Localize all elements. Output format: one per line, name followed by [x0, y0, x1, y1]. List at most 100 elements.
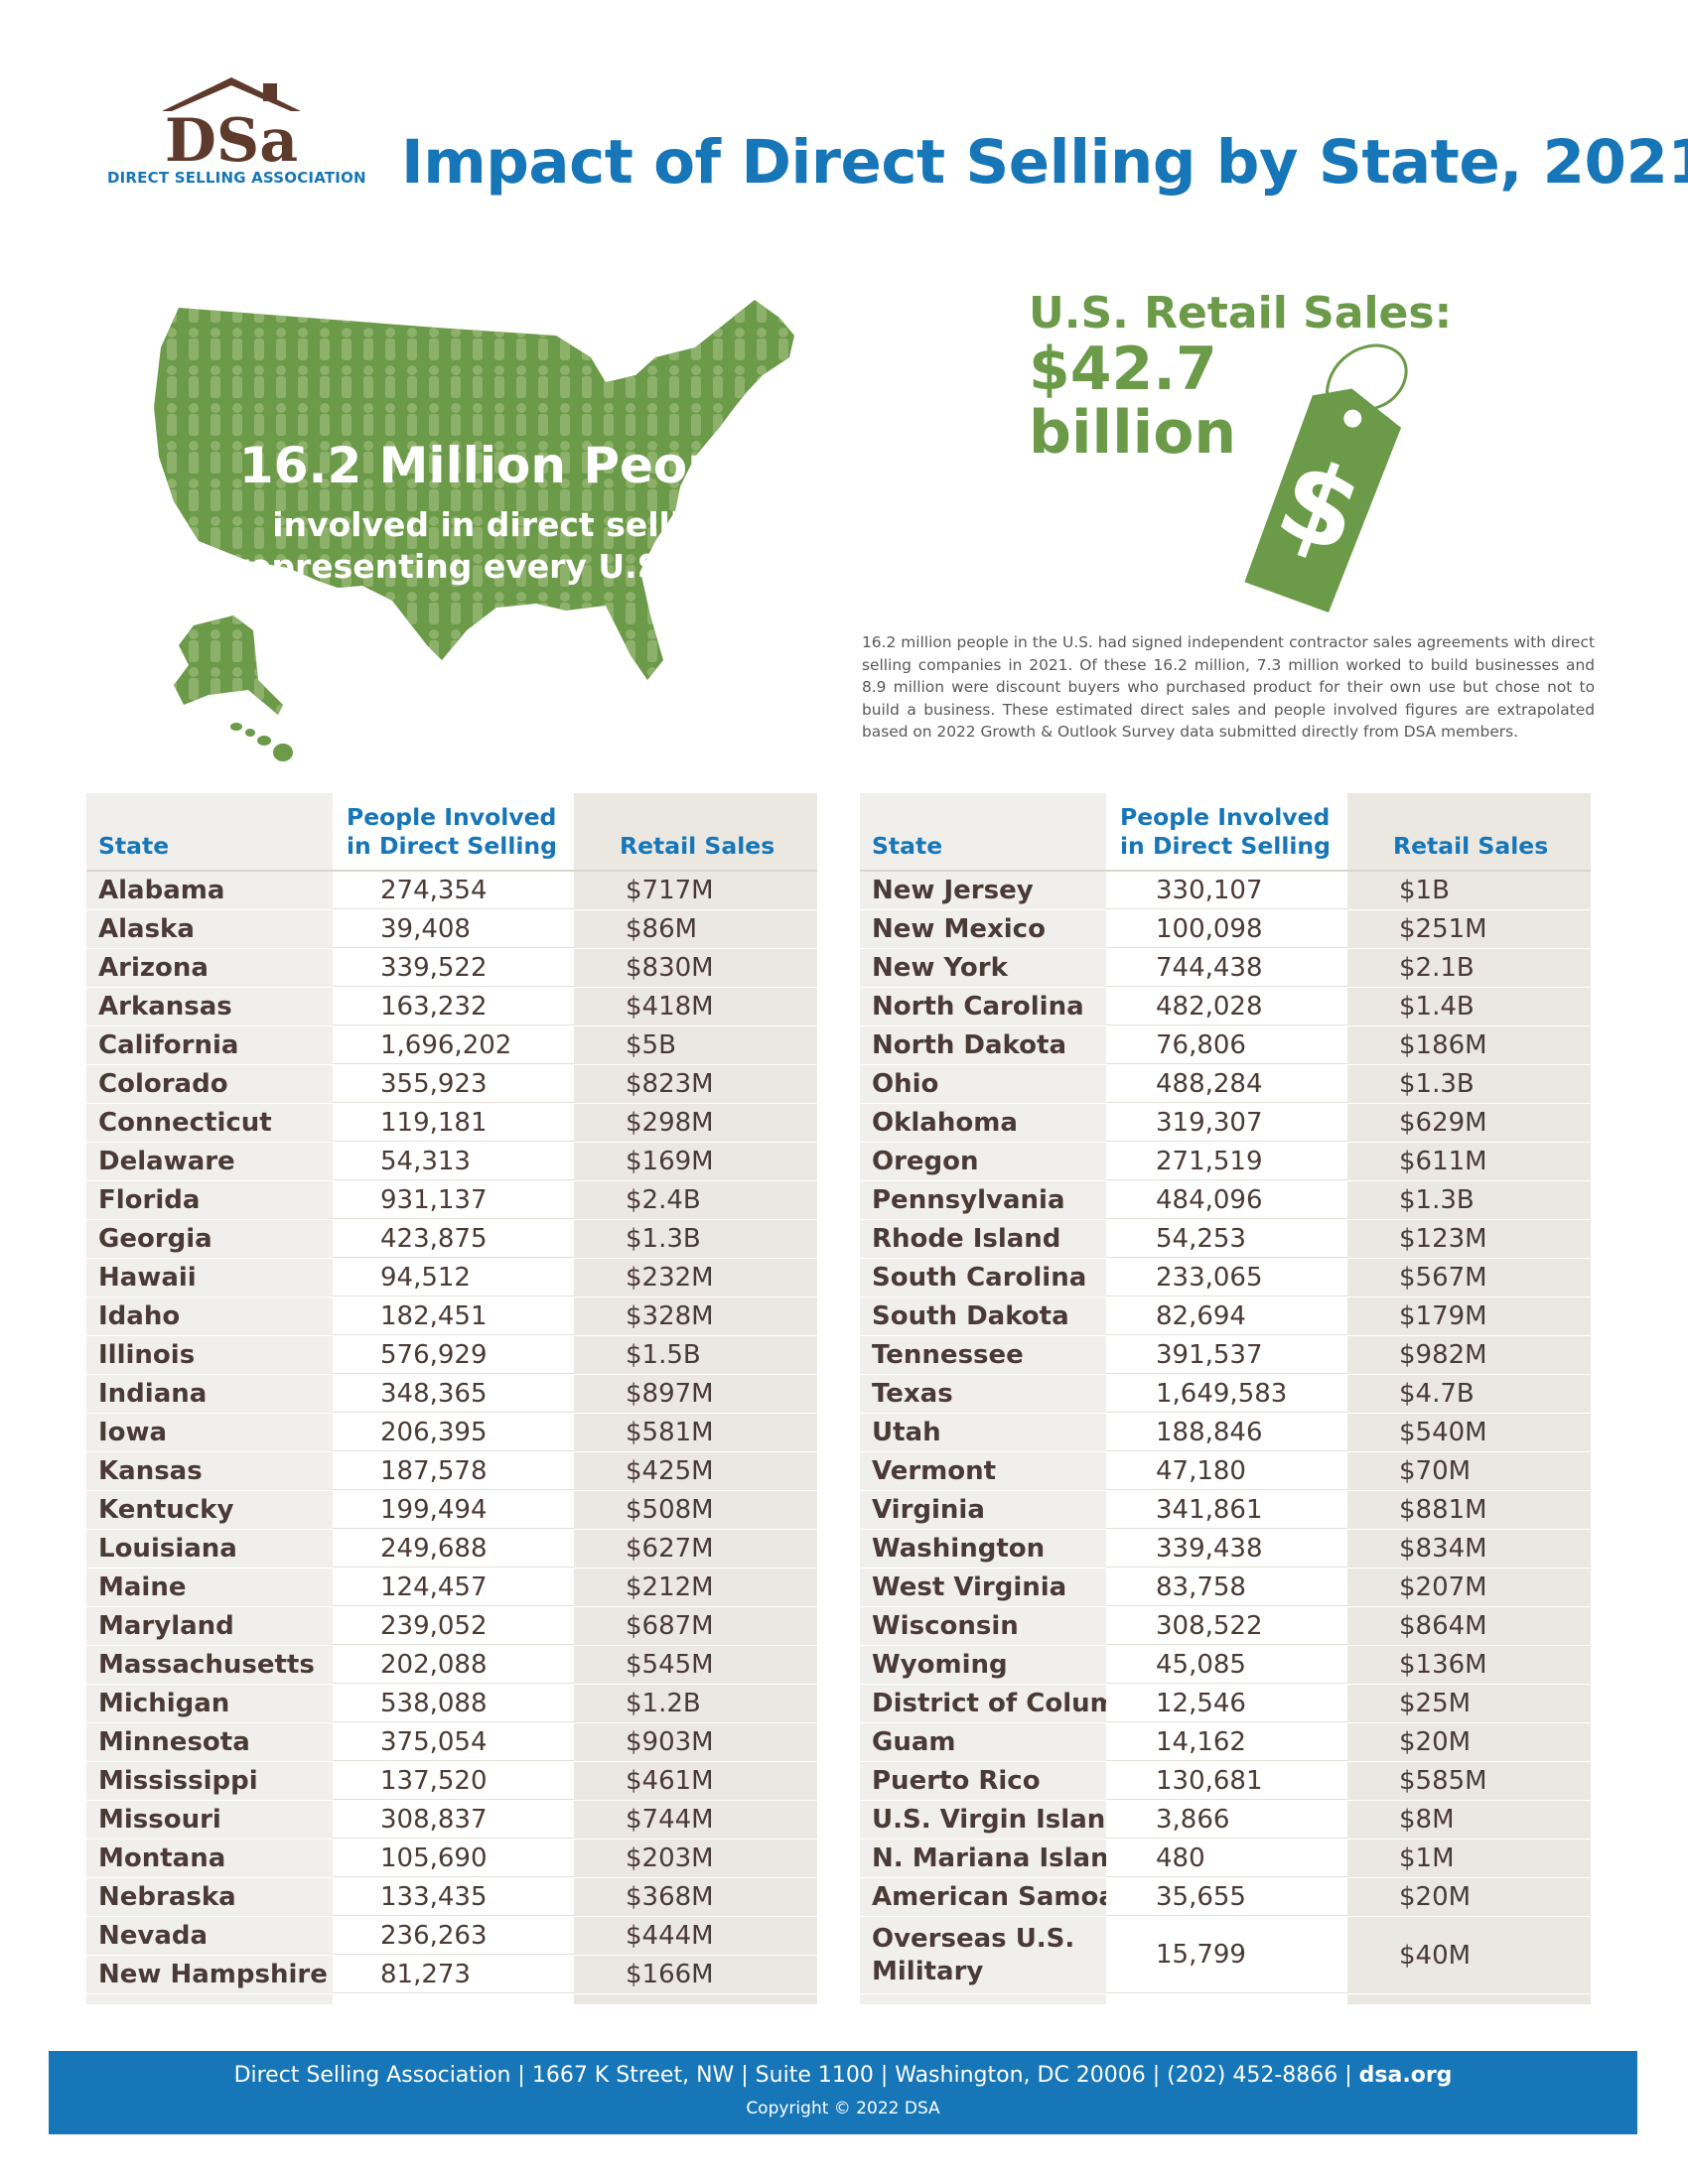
people-cell: 319,307 [1106, 1104, 1347, 1142]
people-cell: 188,846 [1106, 1414, 1347, 1451]
people-cell: 81,273 [333, 1956, 574, 1993]
sales-cell: $86M [574, 910, 817, 948]
footer-website-link[interactable]: dsa.org [1358, 2063, 1453, 2088]
sales-cell: $2.4B [574, 1181, 817, 1219]
state-cell: Oklahoma [860, 1104, 1106, 1142]
state-cell: North Dakota [860, 1026, 1106, 1064]
state-cell: Minnesota [86, 1723, 333, 1761]
people-cell: 83,758 [1106, 1569, 1347, 1606]
sales-cell: $1B [1347, 872, 1591, 909]
table-row: Hawaii 94,512 $232M [86, 1259, 817, 1297]
sales-cell: $717M [574, 872, 817, 909]
state-cell: Connecticut [86, 1104, 333, 1142]
state-cell: Missouri [86, 1801, 333, 1839]
table-row: Alabama 274,354 $717M [86, 872, 817, 910]
sales-cell: $444M [574, 1917, 817, 1955]
people-cell: 15,799 [1106, 1917, 1347, 1993]
table-row: Connecticut 119,181 $298M [86, 1104, 817, 1143]
table-row: Wyoming 45,085 $136M [860, 1646, 1591, 1685]
state-cell: Ohio [860, 1065, 1106, 1103]
sales-cell: $20M [1347, 1878, 1591, 1916]
people-cell: 480 [1106, 1840, 1347, 1877]
table-row: Colorado 355,923 $823M [86, 1065, 817, 1104]
state-cell: North Carolina [860, 988, 1106, 1025]
table-body: Alabama 274,354 $717M Alaska 39,408 $86M Arizo… [86, 872, 817, 1994]
table-row: New Hampshire 81,273 $166M [86, 1956, 817, 1994]
table-row: New York 744,438 $2.1B [860, 949, 1591, 988]
people-cell: 236,263 [333, 1917, 574, 1955]
people-cell: 187,578 [333, 1452, 574, 1490]
people-cell: 538,088 [333, 1685, 574, 1722]
sales-cell: $1.4B [1347, 988, 1591, 1025]
org-name: DIRECT SELLING ASSOCIATION [107, 169, 366, 187]
people-cell: 82,694 [1106, 1297, 1347, 1335]
table-row: Kentucky 199,494 $508M [86, 1491, 817, 1530]
table-row: Idaho 182,451 $328M [86, 1297, 817, 1336]
state-table-right: State People Involved in Direct Selling … [860, 793, 1591, 2004]
state-cell: Wyoming [860, 1646, 1106, 1684]
state-cell: Hawaii [86, 1259, 333, 1297]
state-cell: Iowa [86, 1414, 333, 1451]
sales-cell: $136M [1347, 1646, 1591, 1684]
table-row: Pennsylvania 484,096 $1.3B [860, 1181, 1591, 1220]
retail-sales-value: $42.7 billion [1029, 335, 1237, 468]
table-row: Oregon 271,519 $611M [860, 1143, 1591, 1181]
people-cell: 199,494 [333, 1491, 574, 1529]
people-cell: 308,522 [1106, 1607, 1347, 1645]
state-cell: Indiana [86, 1375, 333, 1413]
table-row: American Samoa 35,655 $20M [860, 1878, 1591, 1917]
table-row: Puerto Rico 130,681 $585M [860, 1762, 1591, 1801]
state-cell: California [86, 1026, 333, 1064]
people-cell: 488,284 [1106, 1065, 1347, 1103]
table-row: Alaska 39,408 $86M [86, 910, 817, 949]
sales-cell: $540M [1347, 1414, 1591, 1451]
people-cell: 35,655 [1106, 1878, 1347, 1916]
sales-cell: $368M [574, 1878, 817, 1916]
sales-cell: $897M [574, 1375, 817, 1413]
table-row: Vermont 47,180 $70M [860, 1452, 1591, 1491]
table-row: Montana 105,690 $203M [86, 1840, 817, 1878]
state-cell: Nevada [86, 1917, 333, 1955]
state-cell: Guam [860, 1723, 1106, 1761]
state-table-left: State People Involved in Direct Selling … [86, 793, 817, 2004]
state-cell: Montana [86, 1840, 333, 1877]
state-cell: Kansas [86, 1452, 333, 1490]
sales-cell: $212M [574, 1569, 817, 1606]
table-row: New Jersey 330,107 $1B [860, 872, 1591, 910]
people-cell: 130,681 [1106, 1762, 1347, 1800]
contiguous-us-shape [154, 300, 794, 680]
state-cell: New Jersey [860, 872, 1106, 909]
table-row: Wisconsin 308,522 $864M [860, 1607, 1591, 1646]
table-row: Florida 931,137 $2.4B [86, 1181, 817, 1220]
people-cell: 54,313 [333, 1143, 574, 1180]
sales-cell: $823M [574, 1065, 817, 1103]
people-headline: 16.2 Million People [238, 437, 774, 494]
table-row: Nebraska 133,435 $368M [86, 1878, 817, 1917]
people-cell: 484,096 [1106, 1181, 1347, 1219]
sales-cell: $40M [1347, 1917, 1591, 1993]
sales-cell: $581M [574, 1414, 817, 1451]
sales-cell: $25M [1347, 1685, 1591, 1722]
sales-cell: $611M [1347, 1143, 1591, 1180]
people-cell: 12,546 [1106, 1685, 1347, 1722]
people-cell: 375,054 [333, 1723, 574, 1761]
footer-copyright: Copyright © 2022 DSA [746, 2099, 940, 2118]
state-cell: Mississippi [86, 1762, 333, 1800]
people-cell: 182,451 [333, 1297, 574, 1335]
people-cell: 1,696,202 [333, 1026, 574, 1064]
table-row: Arizona 339,522 $830M [86, 949, 817, 988]
table-row: Illinois 576,929 $1.5B [86, 1336, 817, 1375]
state-cell: Georgia [86, 1220, 333, 1258]
table-row: New Mexico 100,098 $251M [860, 910, 1591, 949]
sales-cell: $1M [1347, 1840, 1591, 1877]
people-subline-2: representing every U.S. state [232, 547, 780, 586]
table-row: Indiana 348,365 $897M [86, 1375, 817, 1414]
sales-cell: $169M [574, 1143, 817, 1180]
people-cell: 94,512 [333, 1259, 574, 1297]
table-row: Maine 124,457 $212M [86, 1569, 817, 1607]
state-cell: Nebraska [86, 1878, 333, 1916]
people-subline-1: involved in direct selling, [272, 505, 741, 544]
sales-cell: $982M [1347, 1336, 1591, 1374]
price-tag-icon: $ [1244, 343, 1408, 614]
sales-cell: $298M [574, 1104, 817, 1142]
